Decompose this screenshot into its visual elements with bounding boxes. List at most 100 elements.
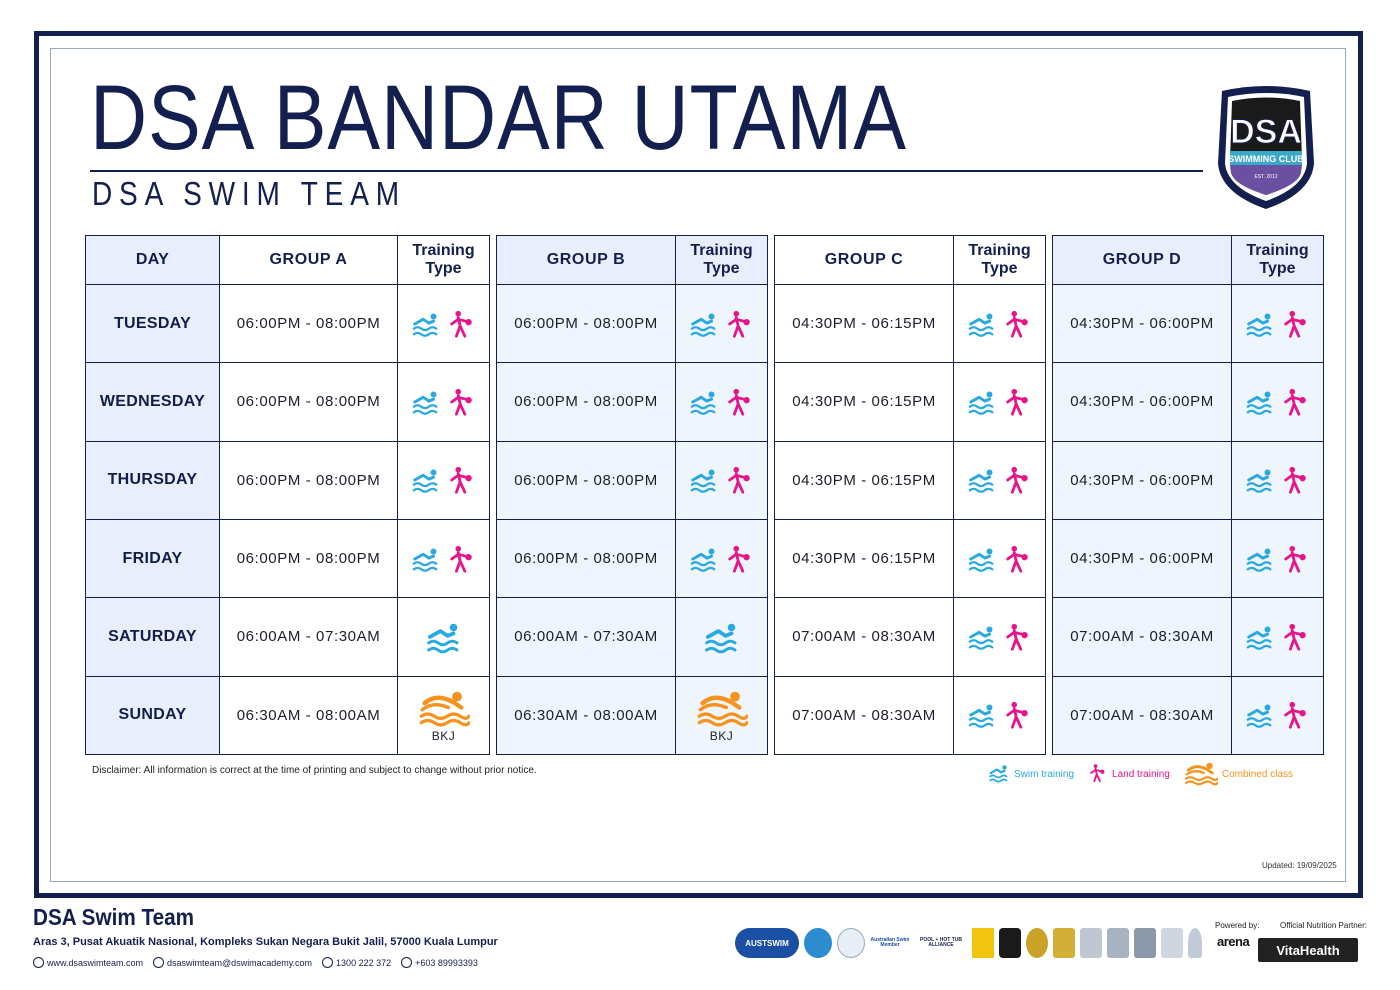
time-cell: 04:30PM - 06:00PM — [1053, 284, 1231, 363]
group-d-block: GROUP D Training Type 04:30PM - 06:00PM 04:… — [1052, 235, 1324, 755]
land-training-icon — [727, 467, 750, 494]
table-row: SUNDAY 06:30AM - 08:00AM BKJ — [86, 675, 489, 754]
table-row: FRIDAY 06:00PM - 08:00PM — [86, 518, 489, 598]
training-type-cell — [1231, 284, 1323, 363]
training-type-cell — [953, 363, 1045, 441]
training-type-cell — [1231, 363, 1323, 441]
title-divider — [90, 170, 1203, 172]
land-training-icon — [1005, 310, 1028, 338]
training-icons — [1245, 622, 1311, 652]
training-icons — [411, 544, 477, 574]
training-icons — [689, 387, 755, 417]
arena-logo: arena — [1217, 934, 1250, 949]
training-icons — [1245, 700, 1311, 730]
training-type-cell: BKJ — [675, 676, 767, 754]
header-row: GROUP B Training Type — [497, 236, 767, 284]
training-type-cell: BKJ — [397, 676, 489, 754]
land-training-icon — [1283, 388, 1306, 416]
land-training-icon — [1005, 388, 1028, 416]
group-header: GROUP B — [497, 236, 675, 284]
training-icons — [696, 688, 748, 727]
land-training-icon — [727, 310, 750, 338]
time-cell: 04:30PM - 06:15PM — [792, 471, 936, 489]
table-row: THURSDAY 06:00PM - 08:00PM — [86, 440, 489, 519]
logo-text: DSA — [1230, 113, 1302, 151]
phone-link-1[interactable]: 1300 222 372 — [322, 957, 391, 968]
inner-frame — [50, 48, 1346, 882]
land-training-icon — [1283, 702, 1306, 729]
training-type-cell — [1231, 598, 1323, 676]
table-row: SATURDAY 06:00AM - 07:30AM — [86, 597, 489, 676]
table-row: 06:00AM - 07:30AM — [497, 597, 767, 676]
day-cell: FRIDAY — [86, 519, 219, 598]
training-type-header: Training Type — [953, 236, 1045, 284]
training-icons — [689, 465, 755, 495]
combined-class-icon — [697, 691, 748, 727]
training-type-cell — [675, 598, 767, 676]
outer-frame — [34, 31, 1363, 898]
pool-alliance-logo: POOL + HOT TUB ALLIANCE — [920, 936, 962, 948]
group-a-block: DAY GROUP A Training Type TUESDAY 06:00PM - … — [85, 235, 490, 755]
swim-icon — [968, 469, 993, 494]
swim-icon — [1246, 391, 1271, 415]
land-training-icon — [727, 545, 750, 573]
group-b-block: GROUP B Training Type 06:00PM - 08:00PM 06:… — [496, 235, 768, 755]
table-row: 06:00PM - 08:00PM — [497, 518, 767, 598]
time-cell: 04:30PM - 06:15PM — [792, 393, 936, 411]
header-row: DAY GROUP A Training Type — [86, 236, 489, 284]
time-cell: 06:00PM - 08:00PM — [497, 441, 675, 519]
training-icons — [967, 622, 1033, 652]
partner-badge — [837, 928, 865, 958]
training-icons — [967, 387, 1033, 417]
training-icons — [425, 618, 463, 656]
time-cell: 06:00PM - 08:00PM — [219, 363, 397, 441]
time-cell: 06:00PM - 08:00PM — [219, 284, 397, 363]
training-icons — [418, 688, 470, 727]
land-training-icon — [1283, 310, 1306, 338]
swim-icon — [968, 391, 993, 415]
time-cell: 06:00PM - 08:00PM — [497, 363, 675, 441]
website-link[interactable]: www.dsaswimteam.com — [33, 957, 143, 968]
day-cell: TUESDAY — [86, 284, 219, 363]
group-c-block: GROUP C Training Type 04:30PM - 06:15PM 04:… — [774, 235, 1046, 755]
time-cell: 04:30PM - 06:15PM — [792, 315, 936, 333]
email-link[interactable]: dsaswimteam@dswimacademy.com — [153, 957, 312, 968]
training-type-header: Training Type — [1231, 236, 1323, 284]
training-icons — [1245, 387, 1311, 417]
award-badge — [1134, 928, 1156, 958]
swim-legend-icon — [988, 762, 1010, 787]
vitahealth-logo: VitaHealth — [1258, 938, 1358, 962]
bkj-label: BKJ — [709, 728, 734, 743]
training-type-cell — [397, 441, 489, 519]
swim-icon — [426, 623, 458, 654]
table-row: TUESDAY 06:00PM - 08:00PM — [86, 283, 489, 363]
training-icons — [411, 465, 477, 495]
table-row: 06:00PM - 08:00PM — [497, 440, 767, 519]
globe-icon — [33, 957, 44, 968]
land-training-icon — [727, 388, 750, 416]
swim-icon — [412, 313, 437, 337]
swim-icon — [1246, 313, 1271, 337]
partner-badge — [804, 928, 832, 958]
phone-link-2[interactable]: +603 89993393 — [401, 957, 478, 968]
logo-est: EST. 2012 — [1254, 174, 1277, 180]
training-type-cell — [397, 598, 489, 676]
training-type-header: Training Type — [397, 236, 489, 284]
time-cell: 04:30PM - 06:00PM — [1053, 441, 1231, 519]
swim-icon — [704, 623, 736, 654]
logo-banner: SWIMMING CLUB — [1228, 154, 1304, 164]
table-row: 04:30PM - 06:15PM — [775, 362, 1045, 441]
swim-icon — [690, 313, 715, 337]
header-row: GROUP D Training Type — [1053, 236, 1323, 284]
bkj-label: BKJ — [431, 728, 456, 743]
group-header: GROUP D — [1053, 236, 1231, 284]
dsa-logo: DSA SWIMMING CLUB EST. 2012 — [1218, 86, 1314, 209]
footer-address: Aras 3, Pusat Akuatik Nasional, Kompleks… — [33, 936, 498, 948]
training-type-cell — [953, 519, 1045, 598]
training-type-cell — [675, 363, 767, 441]
group-header: GROUP C — [775, 236, 953, 284]
training-type-cell — [953, 441, 1045, 519]
combined-class-icon — [1184, 762, 1219, 786]
training-type-cell — [675, 519, 767, 598]
email-icon — [153, 957, 165, 968]
